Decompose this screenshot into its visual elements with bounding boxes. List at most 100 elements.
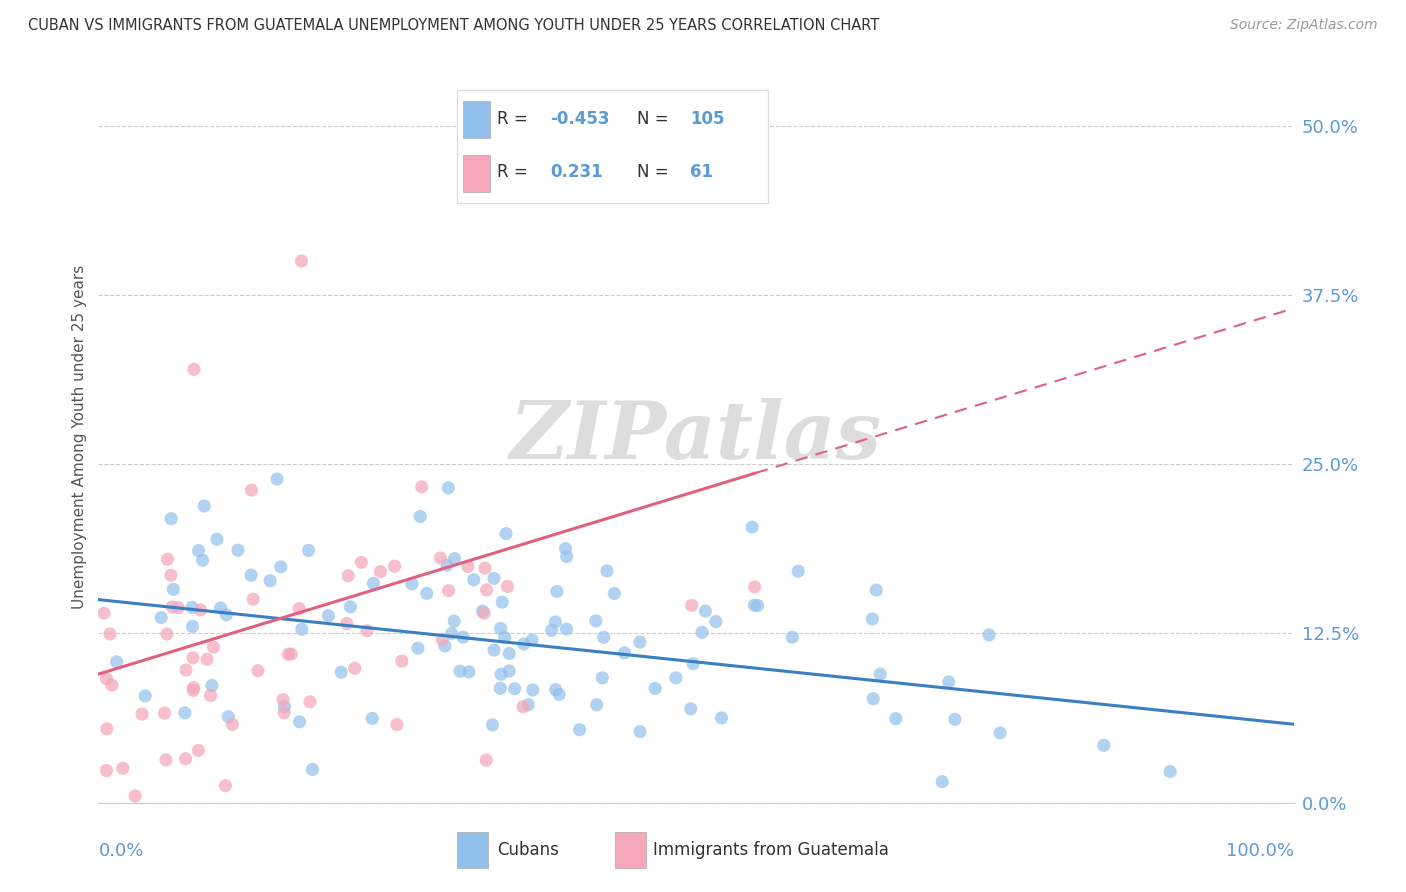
Point xyxy=(682,657,704,671)
Point xyxy=(690,625,713,640)
Point xyxy=(436,558,458,573)
Point xyxy=(93,606,115,620)
Point xyxy=(457,665,479,679)
Point xyxy=(193,499,215,513)
Point xyxy=(988,726,1011,740)
Point xyxy=(337,568,360,582)
Point xyxy=(350,555,373,569)
Text: 100.0%: 100.0% xyxy=(1226,842,1294,860)
Point xyxy=(101,678,124,692)
Point xyxy=(181,600,204,615)
Point xyxy=(215,607,238,622)
Point xyxy=(409,509,432,524)
Point xyxy=(704,615,727,629)
Point xyxy=(603,586,626,600)
Text: ZIPatlas: ZIPatlas xyxy=(510,399,882,475)
Point xyxy=(665,671,688,685)
Point xyxy=(475,582,498,597)
Point xyxy=(187,743,209,757)
Point xyxy=(429,551,451,566)
Point xyxy=(495,526,517,541)
Point xyxy=(585,698,607,712)
Point xyxy=(943,712,966,726)
Point xyxy=(498,664,520,678)
Point xyxy=(150,610,173,624)
Point xyxy=(181,683,204,698)
Point xyxy=(1159,764,1181,779)
Point xyxy=(242,592,264,607)
Point xyxy=(494,631,516,645)
Point xyxy=(869,667,891,681)
Point xyxy=(98,627,121,641)
Point xyxy=(443,614,465,628)
Point xyxy=(167,600,190,615)
Point xyxy=(318,608,340,623)
Point xyxy=(162,582,184,597)
Point xyxy=(96,672,118,686)
Point xyxy=(155,753,177,767)
Point xyxy=(174,752,197,766)
Point xyxy=(1092,739,1115,753)
Point xyxy=(681,599,703,613)
Point xyxy=(437,481,460,495)
Point xyxy=(544,615,567,629)
Point xyxy=(977,628,1000,642)
Point xyxy=(288,714,311,729)
Point xyxy=(592,631,614,645)
Point xyxy=(259,574,281,588)
Point xyxy=(301,763,323,777)
Point xyxy=(124,789,146,803)
Point xyxy=(297,543,319,558)
Point xyxy=(134,689,156,703)
Point xyxy=(270,560,292,574)
Point xyxy=(156,552,179,566)
Point xyxy=(214,779,236,793)
Point xyxy=(482,571,505,585)
Point xyxy=(298,695,321,709)
Point xyxy=(111,761,134,775)
Point xyxy=(780,630,803,644)
Point xyxy=(273,699,295,714)
Point xyxy=(401,577,423,591)
Point xyxy=(361,711,384,725)
Point xyxy=(679,702,702,716)
Point xyxy=(744,580,766,594)
Point xyxy=(205,533,228,547)
Point xyxy=(491,595,513,609)
Point xyxy=(546,584,568,599)
Point xyxy=(221,717,243,731)
Point xyxy=(266,472,288,486)
Point xyxy=(489,681,512,696)
Point xyxy=(356,624,378,638)
Point xyxy=(195,652,218,666)
Point xyxy=(475,753,498,767)
Point xyxy=(191,553,214,567)
Point xyxy=(385,717,408,731)
Point xyxy=(449,664,471,678)
Point xyxy=(190,603,212,617)
Text: Source: ZipAtlas.com: Source: ZipAtlas.com xyxy=(1230,18,1378,32)
Point xyxy=(363,576,385,591)
Point xyxy=(628,724,651,739)
Point xyxy=(271,692,294,706)
Point xyxy=(437,583,460,598)
Point xyxy=(938,674,960,689)
Point xyxy=(498,647,520,661)
Point xyxy=(474,561,496,575)
Point xyxy=(200,689,222,703)
Text: 0.0%: 0.0% xyxy=(98,842,143,860)
Point xyxy=(160,511,183,525)
Point xyxy=(391,654,413,668)
Point xyxy=(472,606,495,620)
Point xyxy=(503,681,526,696)
Point xyxy=(451,630,474,644)
Point xyxy=(156,627,179,641)
Point xyxy=(443,551,465,566)
Point xyxy=(202,640,225,654)
Point xyxy=(457,559,479,574)
Point xyxy=(591,671,613,685)
Point xyxy=(240,483,263,498)
Point xyxy=(96,722,118,736)
Point xyxy=(174,663,197,677)
Point xyxy=(471,604,494,618)
